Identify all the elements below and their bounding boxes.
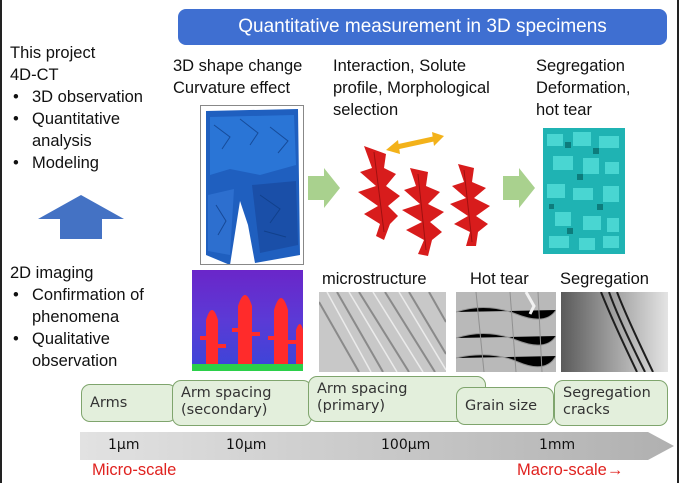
- macro-scale-label: Macro-scale→: [517, 461, 624, 479]
- pill-arms: Arms: [81, 384, 177, 422]
- imaging-title: 2D imaging: [10, 264, 94, 282]
- project-line-1: This project: [10, 44, 96, 62]
- project-line-2: 4D-CT: [10, 66, 59, 84]
- column-heading-line: Curvature effect: [173, 79, 291, 97]
- imaging-section: 2D imaging Confirmation of phenomena Qua…: [10, 262, 170, 372]
- pill-line: (secondary): [181, 402, 268, 418]
- banner-title: Quantitative measurement in 3D specimens: [178, 9, 667, 45]
- column-heading-line: Segregation: [536, 57, 625, 75]
- project-bullet: Modeling: [10, 152, 162, 174]
- column-heading-line: hot tear: [536, 101, 592, 119]
- scale-tick-10um: 10µm: [226, 437, 267, 453]
- pill-line: cracks: [563, 402, 610, 418]
- pill-line: Arm spacing: [317, 381, 408, 397]
- pill-segregation-cracks: Segregation cracks: [554, 380, 668, 426]
- project-bullet-text: Quantitative analysis: [32, 110, 121, 150]
- pill-line: Segregation: [563, 385, 651, 401]
- column-heading-line: Interaction, Solute: [333, 57, 466, 75]
- blue-3d-specimen-image: [200, 105, 304, 265]
- green-right-arrow-icon: [503, 168, 535, 208]
- microstructure-label: microstructure: [322, 270, 427, 288]
- imaging-bullet: Qualitative observation: [10, 328, 170, 372]
- double-arrow-icon: [386, 132, 444, 154]
- imaging-bullet-list: Confirmation of phenomena Qualitative ob…: [10, 284, 170, 372]
- column-heading-line: selection: [333, 101, 399, 119]
- microstructure-image: [319, 292, 446, 372]
- pill-grain-size: Grain size: [456, 387, 554, 425]
- scale-tick-100um: 100µm: [381, 437, 431, 453]
- hot-tear-image: [456, 292, 556, 372]
- scale-tick-1mm: 1mm: [539, 437, 576, 453]
- imaging-bullet: Confirmation of phenomena: [10, 284, 170, 328]
- segregation-image: [561, 292, 668, 372]
- project-bullet: Quantitative analysis: [10, 108, 162, 152]
- column-heading-line: 3D shape change: [173, 57, 303, 75]
- column-heading-segregation: Segregation Deformation, hot tear: [536, 55, 630, 121]
- pill-arms-label: Arms: [90, 394, 128, 411]
- left-frame-border: [0, 0, 2, 483]
- project-heading: This project 4D-CT 3D observation Quanti…: [10, 42, 162, 174]
- scale-tick-1um: 1µm: [108, 437, 140, 453]
- phase-field-dendrite-image: [192, 270, 303, 371]
- column-heading-line: profile, Morphological: [333, 79, 490, 97]
- pill-arm-spacing-secondary: Arm spacing (secondary): [172, 380, 312, 426]
- scale-arrow: [80, 432, 674, 460]
- cyan-segregation-specimen-image: [543, 128, 625, 254]
- green-right-arrow-icon: [308, 168, 340, 208]
- project-bullet: 3D observation: [10, 86, 162, 108]
- column-heading-shape: 3D shape change Curvature effect: [173, 55, 302, 99]
- right-frame-border: [677, 0, 679, 483]
- segregation-image-label: Segregation: [560, 270, 649, 288]
- hot-tear-label: Hot tear: [470, 270, 529, 288]
- micro-scale-label: Micro-scale: [92, 461, 177, 479]
- pill-line: Arm spacing: [181, 385, 272, 401]
- column-heading-interaction: Interaction, Solute profile, Morphologic…: [333, 55, 490, 121]
- red-dendrites-image: [358, 132, 490, 256]
- pill-grain-size-label: Grain size: [465, 397, 538, 414]
- pill-line: (primary): [317, 398, 386, 414]
- project-bullet-list: 3D observation Quantitative analysis Mod…: [10, 86, 162, 174]
- up-arrow-icon: [38, 195, 124, 239]
- column-heading-line: Deformation,: [536, 79, 631, 97]
